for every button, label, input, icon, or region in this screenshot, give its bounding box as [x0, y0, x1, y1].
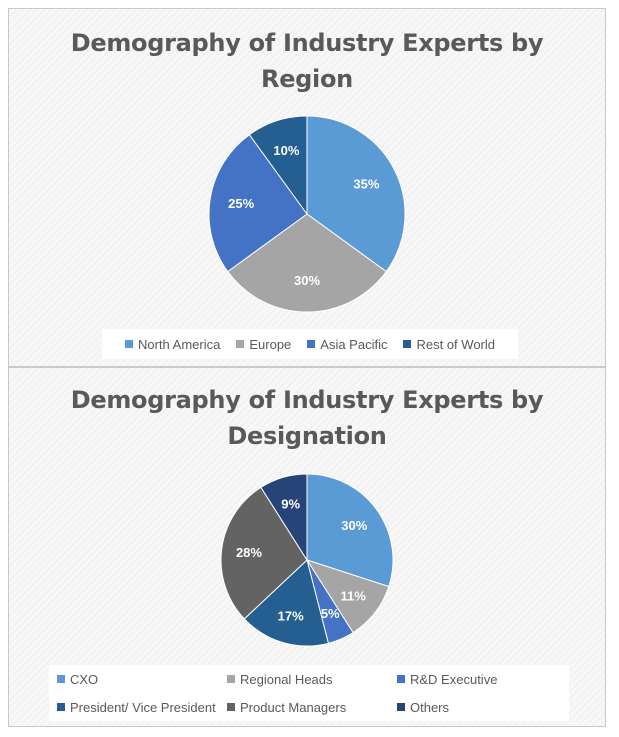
legend-label: CXO [70, 671, 99, 687]
chart-title-line-2: Designation [227, 422, 387, 450]
legend-item-president-vice-president: President/ Vice President [57, 700, 227, 715]
legend-label: Regional Heads [240, 671, 333, 687]
legend-item-regional-heads: Regional Heads [227, 672, 397, 687]
legend-label: North America [137, 336, 221, 352]
legend-label: Product Managers [240, 699, 347, 715]
data-label-president-vice-president: 17% [278, 609, 304, 624]
chart-title: Demography of Industry Experts by Design… [9, 382, 605, 454]
region-legend: North America Europe Asia Pacific Rest of W… [102, 329, 518, 359]
designation-pie-chart: 30% 11%5% 17% 28% 9% [220, 473, 394, 647]
chart-title: Demography of Industry Experts by Region [9, 25, 605, 97]
data-label-others: 9% [281, 496, 300, 511]
legend-label: Europe [249, 336, 292, 352]
legend-swatch [57, 703, 65, 711]
pie-slice-asia-pacific [208, 134, 308, 273]
legend-item-cxo: CXO [57, 672, 227, 687]
region-chart-panel: Demography of Industry Experts by Region… [8, 8, 606, 367]
data-label-cxo: 30% [341, 518, 367, 533]
legend-label: Rest of World [416, 336, 495, 352]
designation-legend: CXO Regional Heads R&D Executive President/… [49, 665, 569, 721]
legend-swatch [403, 340, 412, 348]
legend-label: Asia Pacific [320, 336, 388, 352]
pie-slice-product-managers [220, 486, 308, 620]
data-label-product-managers: 28% [236, 545, 262, 560]
legend-label: President/ Vice President [70, 699, 216, 715]
legend-item-europe: Europe [236, 337, 291, 352]
legend-item-asia-pacific: Asia Pacific [307, 337, 387, 352]
legend-label: Others [410, 699, 450, 715]
pie-slice-rest-of-world [248, 115, 308, 216]
region-pie-chart: 35% 30% 25% 10% [208, 115, 406, 313]
legend-swatch [397, 703, 405, 711]
pie-slice-cxo [306, 473, 394, 588]
data-label-r-d-executive: 5% [321, 606, 340, 621]
chart-title-line-1: Demography of Industry Experts by [70, 386, 544, 414]
legend-swatch [236, 340, 245, 348]
data-label-europe: 30% [294, 273, 320, 288]
legend-item-rest-of-world: Rest of World [403, 337, 495, 352]
data-label-asia-pacific: 25% [228, 196, 254, 211]
legend-swatch [227, 675, 235, 683]
chart-title-line-1: Demography of Industry Experts by [70, 29, 544, 57]
legend-swatch [397, 675, 405, 683]
legend-swatch [57, 675, 65, 683]
legend-swatch [227, 703, 235, 711]
data-label-north-america: 35% [353, 176, 379, 191]
legend-item-r-d-executive: R&D Executive [397, 672, 567, 687]
pie-slice-others [260, 473, 308, 562]
legend-item-product-managers: Product Managers [227, 700, 397, 715]
pie-slice-president-vice-president [243, 559, 329, 647]
legend-item-north-america: North America [124, 336, 221, 352]
legend-swatch [124, 340, 133, 348]
legend-swatch [307, 340, 316, 348]
legend-item-others: Others [397, 700, 567, 715]
pie-slice-europe [227, 213, 387, 313]
pie-slice-north-america [306, 115, 406, 273]
data-label-rest-of-world: 10% [273, 143, 299, 158]
designation-chart-panel: Demography of Industry Experts by Design… [8, 367, 606, 727]
chart-title-line-2: Region [261, 65, 353, 93]
data-label-regional-heads: 11% [341, 588, 367, 603]
legend-label: R&D Executive [410, 671, 498, 687]
